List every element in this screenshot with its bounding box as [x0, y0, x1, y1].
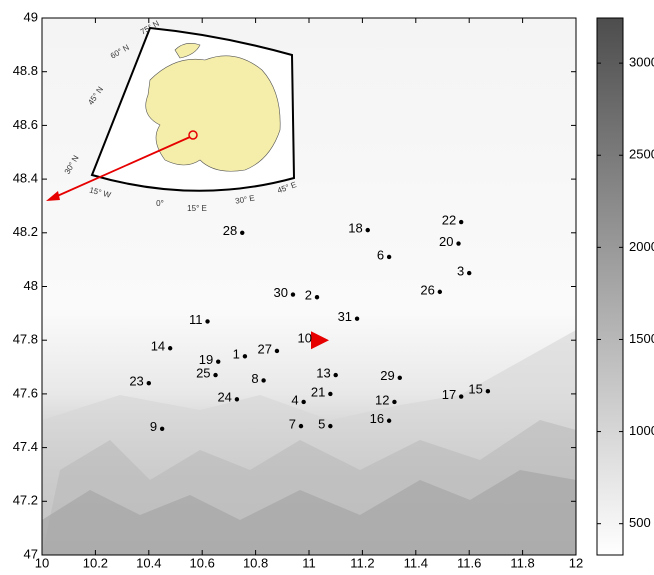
y-tick-label: 47.8 [13, 332, 38, 347]
station-point [261, 378, 265, 382]
station-label: 31 [338, 309, 352, 324]
y-tick-label: 47.6 [13, 385, 38, 400]
station-point [486, 389, 490, 393]
station-label: 2 [305, 288, 312, 303]
y-tick-label: 48.6 [13, 117, 38, 132]
station-label: 12 [375, 392, 389, 407]
station-point [299, 424, 303, 428]
x-tick-label: 10.8 [243, 555, 268, 570]
station-label: 20 [439, 234, 453, 249]
station-point [160, 427, 164, 431]
station-point [456, 241, 460, 245]
station-point [213, 373, 217, 377]
station-label: 22 [442, 212, 456, 227]
x-tick-label: 11.6 [457, 555, 481, 570]
station-point [216, 359, 220, 363]
station-label: 11 [189, 312, 203, 327]
station-point [438, 290, 442, 294]
inset-graticule-label: 0° [156, 199, 164, 208]
station-point [366, 228, 370, 232]
station-point [387, 255, 391, 259]
station-label: 16 [370, 411, 384, 426]
y-tick-label: 47 [24, 546, 38, 561]
station-point [459, 394, 463, 398]
station-label: 24 [217, 390, 231, 405]
station-label: 26 [420, 282, 434, 297]
station-label: 10 [298, 331, 312, 346]
station-label: 8 [251, 371, 258, 386]
y-tick-label: 48 [24, 278, 38, 293]
station-point [459, 220, 463, 224]
station-label: 15 [468, 382, 482, 397]
y-tick-label: 48.8 [13, 63, 38, 78]
x-tick-label: 10.2 [83, 555, 108, 570]
station-label: 18 [348, 221, 362, 236]
station-point [235, 397, 239, 401]
station-point [315, 295, 319, 299]
x-tick-label: 11.4 [404, 555, 428, 570]
station-point [301, 400, 305, 404]
x-tick-label: 11.8 [510, 555, 534, 570]
station-label: 6 [377, 247, 384, 262]
station-point [328, 424, 332, 428]
station-point [291, 292, 295, 296]
x-tick-label: 11 [302, 555, 316, 570]
y-tick-label: 48.4 [13, 171, 38, 186]
station-point [243, 354, 247, 358]
station-point [328, 392, 332, 396]
inset-graticule-label: 15° E [187, 204, 207, 213]
station-label: 13 [316, 366, 330, 381]
station-label: 28 [223, 223, 237, 238]
station-point [334, 373, 338, 377]
y-tick-label: 49 [24, 9, 38, 24]
station-point [387, 419, 391, 423]
station-label: 7 [289, 417, 296, 432]
station-label: 25 [196, 366, 210, 381]
station-label: 23 [129, 374, 143, 389]
station-label: 29 [380, 368, 394, 383]
station-label: 3 [457, 264, 464, 279]
colorbar-tick-label: 2000 [629, 239, 654, 254]
x-tick-label: 11.2 [350, 555, 374, 570]
station-point [392, 400, 396, 404]
station-label: 27 [257, 341, 271, 356]
station-point [240, 231, 244, 235]
station-point [147, 381, 151, 385]
colorbar-tick-label: 3000 [629, 55, 654, 70]
station-point [275, 349, 279, 353]
station-label: 30 [274, 285, 288, 300]
y-tick-label: 48.2 [13, 224, 38, 239]
station-point [168, 346, 172, 350]
x-tick-label: 10.6 [190, 555, 215, 570]
x-tick-label: 10.4 [136, 555, 161, 570]
y-tick-label: 47.2 [13, 493, 38, 508]
colorbar-tick-label: 2500 [629, 147, 654, 162]
colorbar-tick-label: 1000 [629, 423, 654, 438]
y-tick-label: 47.4 [13, 439, 38, 454]
station-label: 1 [233, 347, 240, 362]
x-tick-label: 12 [569, 555, 583, 570]
station-label: 17 [442, 387, 456, 402]
station-point [355, 317, 359, 321]
colorbar [597, 18, 623, 555]
station-point [398, 376, 402, 380]
station-label: 5 [318, 417, 325, 432]
map-figure: 75° N60° N45° N30° N15° W0°15° E30° E45°… [0, 0, 654, 570]
station-label: 9 [150, 419, 157, 434]
station-point [467, 271, 471, 275]
station-label: 14 [151, 339, 165, 354]
station-point [205, 319, 209, 323]
station-label: 4 [291, 392, 298, 407]
station-label: 21 [311, 384, 325, 399]
colorbar-tick-label: 500 [629, 515, 651, 530]
